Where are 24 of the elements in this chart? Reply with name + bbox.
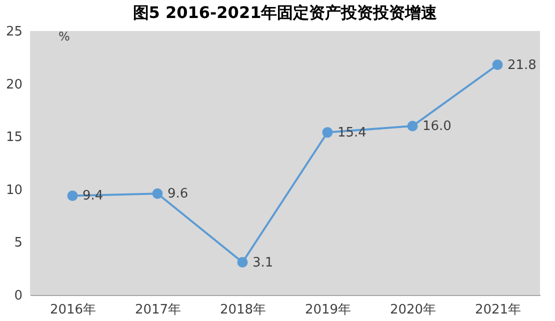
x-tick-label: 2018年 <box>220 302 266 318</box>
y-tick-label: 15 <box>6 130 22 146</box>
y-tick-label: 0 <box>14 288 22 304</box>
x-tick-label: 2016年 <box>50 302 96 318</box>
x-tick-label: 2017年 <box>134 302 182 318</box>
x-tick-label: 2021年 <box>474 302 522 318</box>
data-label: 9.6 <box>168 186 188 202</box>
point <box>237 257 248 268</box>
y-tick-label: 20 <box>6 77 22 92</box>
x-tick-label: 2020年 <box>390 302 436 318</box>
data-label: 21.8 <box>508 58 536 73</box>
y-tick-label: 25 <box>6 24 22 40</box>
point <box>322 127 333 138</box>
data-label: 3.1 <box>252 255 274 270</box>
y-tick-label: 10 <box>6 182 22 198</box>
point <box>152 188 163 199</box>
point <box>407 120 418 132</box>
x-tick-label: 2019年 <box>304 302 352 318</box>
chart-title: 图5 2016-2021年固定资产投资投资增速 <box>132 3 438 22</box>
y-axis-title: % <box>58 30 70 44</box>
point <box>492 60 503 70</box>
data-label: 16.0 <box>422 119 452 134</box>
y-tick-label: 5 <box>14 236 22 251</box>
point <box>67 190 78 201</box>
